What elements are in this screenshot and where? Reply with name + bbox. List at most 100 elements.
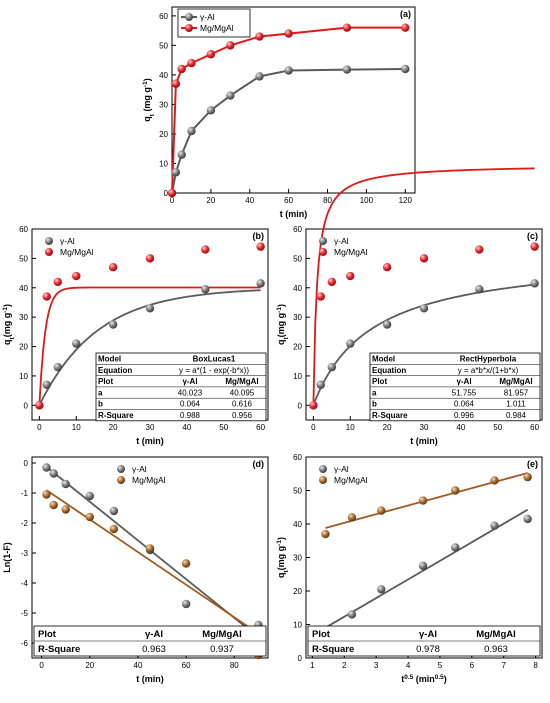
y-tick-label: -3	[21, 549, 29, 558]
x-tick-label: 40	[456, 423, 465, 432]
data-point-mg-mgal	[451, 486, 460, 495]
data-point-gamma-al	[327, 362, 337, 372]
data-point-mg-mgal	[201, 245, 210, 254]
legend-label: Mg/MgAl	[60, 247, 94, 257]
data-point-mg-mgal	[342, 23, 352, 32]
series-line-gamma-al	[171, 68, 406, 194]
fit-table-cell: γ-Al	[182, 377, 197, 386]
data-point-gamma-al	[206, 106, 216, 115]
legend-label: γ-Al	[60, 236, 75, 246]
panel-e: 1 2 3 4 5 6 7 8 0 10 20 30 40 50 60 (e) t0.5 (min0.5) qt(…	[276, 453, 543, 684]
data-point-mg-mgal	[35, 401, 44, 410]
data-point-gamma-al	[85, 491, 94, 501]
y-tick-label: 50	[159, 41, 168, 50]
y-tick-label: 0	[24, 459, 29, 468]
fit-table-cell: R-Square	[372, 411, 408, 420]
data-point-gamma-al	[255, 72, 264, 81]
fit-table-cell: γ-Al	[145, 629, 163, 640]
fit-table-cell: Plot	[372, 377, 387, 386]
y-tick-label: 30	[159, 100, 168, 109]
data-point-gamma-al	[419, 304, 429, 313]
legend-marker	[185, 24, 193, 32]
y-axis-label: qt(mg g-1)	[276, 304, 290, 345]
data-point-gamma-al	[145, 304, 155, 313]
fit-table-cell: γ-Al	[456, 377, 471, 386]
fit-table-cell: Plot	[98, 377, 113, 386]
legend-marker	[319, 248, 327, 256]
fit-table-cell: 0.963	[484, 644, 508, 655]
fit-table-cell: 40.023	[178, 388, 203, 397]
data-point-gamma-al	[342, 65, 352, 74]
data-point-gamma-al	[201, 285, 210, 294]
y-tick-label: 10	[293, 621, 302, 630]
x-tick-label: 40	[245, 196, 254, 205]
panel-b: 0 10 20 30 40 50 60 0 10 20 30 40 50 60 (b) t (min) qt(m…	[2, 225, 269, 446]
legend-label: γ-Al	[200, 12, 215, 22]
data-point-gamma-al	[451, 543, 460, 552]
data-point-mg-mgal	[475, 245, 484, 254]
data-point-mg-mgal	[418, 496, 428, 505]
y-tick-label: -2	[21, 519, 29, 528]
x-tick-label: 20	[383, 423, 392, 432]
x-tick-label: 40	[134, 661, 143, 670]
data-point-mg-mgal	[145, 544, 155, 553]
data-point-gamma-al	[42, 380, 51, 389]
x-tick-label: 2	[342, 661, 347, 670]
x-tick-label: 0	[311, 423, 316, 432]
y-axis-label: Ln(1-F)	[2, 542, 12, 573]
data-point-gamma-al	[346, 339, 355, 348]
fit-table-cell: Mg/MgAl	[476, 629, 516, 640]
x-tick-label: 6	[470, 661, 475, 670]
y-tick-label: 10	[293, 372, 302, 381]
fit-table-cell: R-Square	[312, 644, 354, 655]
y-tick-label: 60	[293, 453, 302, 462]
data-point-mg-mgal	[490, 476, 499, 485]
y-tick-label: 60	[159, 12, 168, 21]
data-point-gamma-al	[42, 463, 51, 472]
data-point-mg-mgal	[255, 32, 264, 41]
data-point-gamma-al	[347, 610, 357, 619]
fit-table-cell: BoxLucas1	[193, 355, 236, 364]
data-point-gamma-al	[316, 380, 325, 389]
legend-marker	[319, 237, 327, 245]
data-point-gamma-al	[181, 599, 191, 609]
legend-marker	[117, 465, 125, 473]
data-point-gamma-al	[72, 339, 81, 348]
data-point-mg-mgal	[309, 401, 318, 410]
y-tick-label: 30	[293, 313, 302, 322]
x-tick-label: 10	[72, 423, 81, 432]
legend-label: Mg/MgAl	[132, 475, 166, 485]
fit-table-cell: 0.064	[454, 400, 475, 409]
series-line-mg-mgal	[38, 286, 261, 406]
y-tick-label: 0	[298, 401, 303, 410]
x-tick-label: 4	[406, 661, 411, 670]
y-axis-label: qt (mg g-1)	[142, 78, 156, 121]
data-point-gamma-al	[475, 285, 484, 294]
y-tick-label: 40	[293, 284, 302, 293]
legend-marker	[45, 248, 53, 256]
legend-label: Mg/MgAl	[334, 247, 368, 257]
fit-table-cell: y = a*b*x/(1+b*x)	[458, 366, 519, 375]
y-tick-label: 0	[24, 401, 29, 410]
x-tick-label: 80	[323, 196, 332, 205]
fit-table-cell: 0.963	[142, 644, 166, 655]
data-point-mg-mgal	[85, 512, 94, 522]
x-tick-label: 30	[420, 423, 429, 432]
data-point-mg-mgal	[256, 242, 265, 251]
fit-table-cell: RectHyperbola	[460, 355, 517, 364]
x-tick-label: 60	[256, 423, 265, 432]
x-axis-label: t (min)	[136, 436, 164, 446]
y-tick-label: 20	[293, 587, 302, 596]
x-tick-label: 50	[219, 423, 228, 432]
data-point-mg-mgal	[226, 41, 235, 50]
y-axis-label: qt(mg g-1)	[2, 304, 16, 345]
fit-table-cell: Plot	[38, 629, 57, 640]
data-point-gamma-al	[490, 521, 499, 530]
fit-table-cell: Plot	[312, 629, 331, 640]
y-tick-label: 10	[19, 372, 28, 381]
y-tick-label: 50	[19, 254, 28, 263]
fit-table-cell: y = a*(1 - exp(-b*x))	[179, 366, 249, 375]
legend-label: γ-Al	[132, 464, 147, 474]
panel-label: (b)	[253, 231, 265, 241]
y-tick-label: 0	[164, 189, 169, 198]
